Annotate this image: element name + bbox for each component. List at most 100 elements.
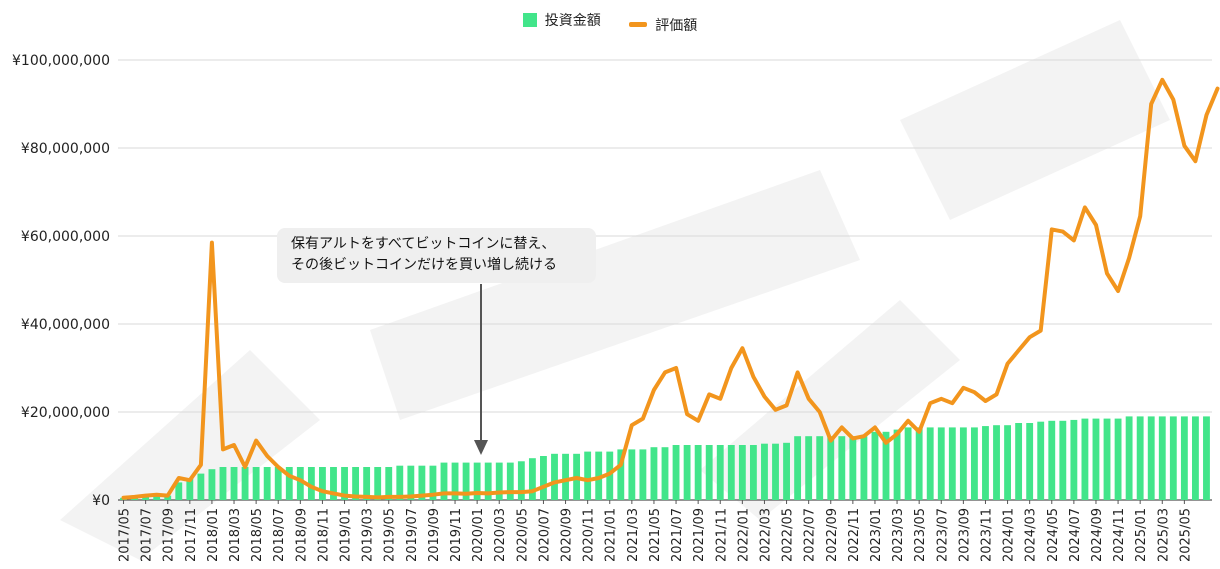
bar-36: [517, 461, 525, 500]
bar-25: [396, 465, 404, 500]
bar-70: [893, 429, 901, 500]
bar-34: [495, 462, 503, 500]
bar-94: [1158, 416, 1166, 500]
bar-42: [584, 451, 592, 500]
x-tick-label-9: 2018/11: [316, 508, 331, 562]
x-tick-label-29: 2022/03: [758, 508, 773, 562]
line-series: [121, 77, 1220, 500]
bar-4: [164, 495, 172, 500]
bar-21: [352, 467, 360, 500]
bar-83: [1037, 421, 1045, 500]
x-tick-label-4: 2018/01: [206, 508, 221, 562]
x-tick-label-45: 2024/11: [1112, 508, 1127, 562]
bar-48: [650, 447, 658, 500]
x-tick-label-33: 2022/11: [847, 508, 862, 562]
x-tick-label-13: 2019/07: [405, 508, 420, 562]
bar-95: [1169, 416, 1177, 500]
bar-92: [1136, 416, 1144, 500]
bar-31: [462, 462, 470, 500]
bar-80: [1004, 425, 1011, 500]
bar-85: [1059, 420, 1067, 500]
legend-item-investment[interactable]: 投資金額: [522, 10, 601, 30]
x-tick-label-34: 2023/01: [869, 508, 884, 562]
y-tick-label-1: ¥20,000,000: [21, 405, 110, 421]
x-tick-label-5: 2018/03: [228, 508, 243, 562]
x-tick-label-1: 2017/07: [140, 508, 155, 562]
y-tick-label-3: ¥60,000,000: [21, 229, 110, 245]
bar-82: [1026, 423, 1034, 500]
x-tick-label-25: 2021/07: [670, 508, 685, 562]
x-tick-label-15: 2019/11: [449, 508, 464, 562]
bar-68: [871, 431, 879, 500]
bar-24: [385, 467, 393, 500]
bar-6: [186, 478, 194, 500]
bar-15: [285, 467, 293, 500]
bar-14: [274, 467, 282, 500]
x-tick-label-17: 2020/03: [493, 508, 508, 562]
bar-89: [1103, 418, 1111, 500]
x-tick-label-6: 2018/05: [250, 508, 265, 562]
bar-57: [749, 445, 757, 500]
y-tick-label-5: ¥100,000,000: [12, 53, 110, 69]
watermark-shape-3: [900, 20, 1170, 220]
bar-64: [827, 436, 835, 500]
bar-30: [451, 462, 459, 500]
bar-22: [363, 467, 371, 500]
x-tick-label-31: 2022/07: [803, 508, 818, 562]
bar-75: [948, 427, 956, 500]
x-tick-label-48: 2025/05: [1178, 508, 1193, 562]
legend: 投資金額 評価額: [0, 10, 1220, 35]
x-tick-label-39: 2023/11: [979, 508, 994, 562]
bar-16: [296, 467, 304, 500]
legend-item-valuation[interactable]: 評価額: [629, 15, 697, 35]
x-tick-label-19: 2020/07: [537, 508, 552, 562]
x-tick-label-26: 2021/09: [692, 508, 707, 562]
x-tick-label-12: 2019/05: [383, 508, 398, 562]
bar-71: [904, 427, 912, 500]
x-tick-label-44: 2024/09: [1090, 508, 1105, 562]
bar-74: [937, 427, 945, 500]
bar-39: [551, 453, 558, 500]
bar-54: [716, 445, 724, 500]
bar-78: [982, 426, 989, 500]
legend-label-valuation: 評価額: [655, 17, 698, 34]
bar-26: [407, 465, 415, 500]
x-tick-label-7: 2018/07: [272, 508, 287, 562]
bar-76: [959, 427, 967, 500]
bar-9: [219, 467, 227, 500]
bar-10: [230, 467, 238, 500]
bar-91: [1125, 416, 1133, 500]
bar-20: [341, 467, 348, 500]
watermark-shape-0: [60, 350, 320, 560]
bar-84: [1048, 420, 1056, 500]
x-tick-label-16: 2020/01: [471, 508, 486, 562]
bar-44: [606, 451, 614, 500]
y-axis-ticks: ¥0 ¥20,000,000 ¥40,000,000 ¥60,000,000 ¥80,0…: [12, 53, 110, 509]
x-tick-label-0: 2017/05: [118, 508, 133, 562]
bar-59: [772, 443, 779, 500]
bar-38: [540, 456, 547, 500]
bar-58: [761, 443, 768, 500]
y-tick-label-4: ¥80,000,000: [21, 141, 110, 157]
bar-63: [816, 436, 824, 500]
bar-56: [738, 445, 746, 500]
x-tick-label-27: 2021/11: [714, 508, 729, 562]
bar-35: [506, 462, 514, 500]
bar-12: [252, 467, 260, 500]
bar-19: [330, 467, 337, 500]
x-tick-label-3: 2017/11: [184, 508, 199, 562]
x-tick-label-28: 2022/01: [736, 508, 751, 562]
bar-69: [882, 431, 890, 500]
bar-33: [484, 462, 492, 500]
bar-90: [1114, 418, 1122, 500]
x-tick-label-47: 2025/03: [1156, 508, 1171, 562]
x-tick-label-41: 2024/03: [1024, 508, 1039, 562]
x-tick-label-10: 2019/01: [339, 508, 354, 562]
bar-51: [683, 445, 691, 500]
bar-37: [528, 458, 536, 500]
watermark: [60, 20, 1170, 560]
bar-2: [142, 495, 150, 500]
bar-61: [794, 436, 802, 500]
bar-5: [175, 482, 183, 500]
x-tick-label-22: 2021/01: [604, 508, 619, 562]
